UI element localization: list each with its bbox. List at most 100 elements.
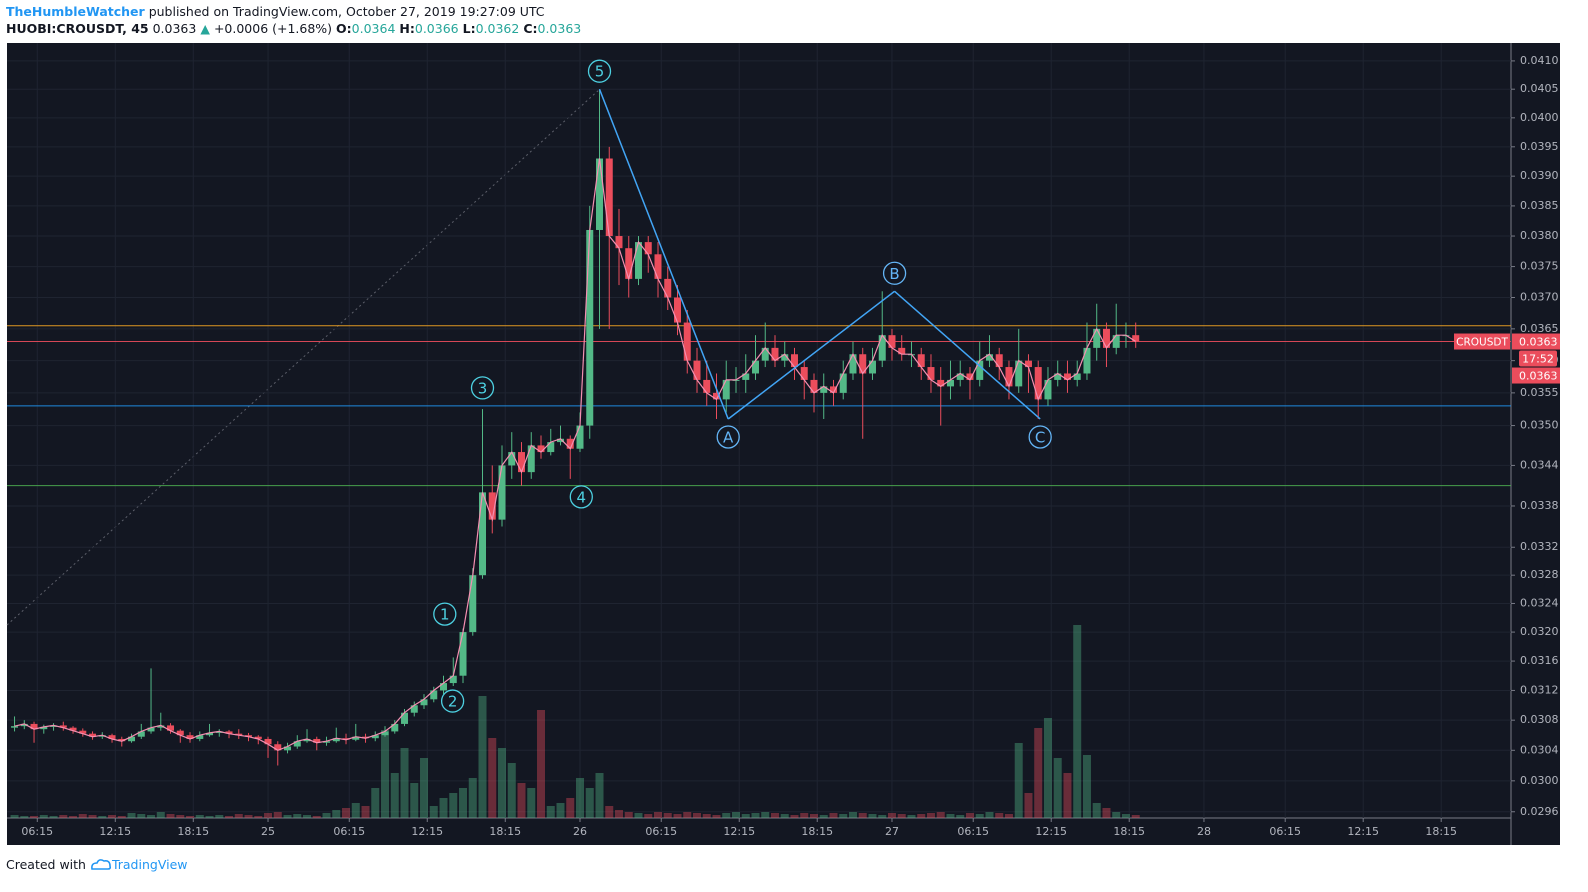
volume-bar <box>127 813 136 818</box>
y-tick-label: 0.0328 <box>1520 568 1559 581</box>
candle-body <box>284 746 292 751</box>
candle-body <box>352 736 360 740</box>
volume-bar <box>98 816 107 818</box>
volume-bar <box>254 816 263 818</box>
volume-bar <box>361 806 370 818</box>
candle-body <box>576 425 584 449</box>
published: published on TradingView.com, October 27… <box>148 4 545 19</box>
wave-label: 2 <box>448 693 458 711</box>
candle-body <box>332 738 340 742</box>
volume-bar <box>459 788 468 818</box>
volume-bar <box>878 815 887 818</box>
x-tick-label: 06:15 <box>645 825 677 838</box>
volume-bar <box>644 814 653 818</box>
wave-label: 4 <box>577 488 587 506</box>
candle-body <box>50 725 58 727</box>
candle-body <box>917 354 925 368</box>
y-tick-label: 0.0304 <box>1520 743 1559 756</box>
candle-body <box>634 242 642 279</box>
candle-body <box>946 379 954 387</box>
volume-bar <box>848 812 857 818</box>
volume-bar <box>527 788 536 818</box>
candle-body <box>1073 373 1081 380</box>
y-tick-label: 0.0324 <box>1520 596 1559 609</box>
wave-label: 1 <box>440 606 450 624</box>
candle-body <box>1102 328 1110 348</box>
candle-body <box>293 741 301 747</box>
candle-body <box>323 741 331 743</box>
volume-bar <box>1082 755 1091 818</box>
volume-bar <box>722 813 731 818</box>
candle-body <box>498 465 506 520</box>
h-label: H: <box>399 21 415 36</box>
y-tick-label: 0.0300 <box>1520 774 1559 787</box>
y-tick-label: 0.0344 <box>1520 458 1559 471</box>
candle-body <box>40 726 48 730</box>
volume-bar <box>332 810 341 818</box>
candle-body <box>557 438 565 443</box>
volume-bar <box>926 813 935 818</box>
candle-body <box>30 723 38 730</box>
candle-body <box>1063 373 1071 380</box>
candle-body <box>206 732 214 736</box>
volume-bar <box>809 814 818 818</box>
volume-bar <box>195 815 204 818</box>
volume-bar <box>381 730 390 818</box>
volume-bar <box>39 815 48 818</box>
volume-bar <box>234 814 243 818</box>
candle-body <box>469 575 477 633</box>
chart-background <box>7 43 1560 845</box>
brand[interactable]: TradingView <box>111 857 188 872</box>
volume-bar <box>166 814 175 818</box>
candle-body <box>976 360 984 380</box>
candle-body <box>615 236 623 249</box>
close: 0.0363 <box>537 21 582 36</box>
volume-bar <box>819 815 828 818</box>
candle-body <box>410 705 418 713</box>
y-tick-label: 0.0312 <box>1520 683 1559 696</box>
volume-bar <box>975 814 984 818</box>
wave-marker <box>1028 425 1052 449</box>
candle-body <box>254 736 262 739</box>
candle-body <box>59 725 67 728</box>
volume-bar <box>410 783 419 818</box>
candle-body <box>537 445 545 453</box>
symbol: HUOBI:CROUSDT, 45 <box>6 21 149 36</box>
candle-body <box>937 379 945 387</box>
trend-line <box>6 88 601 626</box>
candle-body <box>1083 347 1091 374</box>
volume-bar <box>488 738 497 818</box>
logo <box>91 859 111 870</box>
y-tick-label: 0.0395 <box>1520 140 1559 153</box>
low: 0.0362 <box>475 21 520 36</box>
volume-bar <box>117 816 126 818</box>
volume-bar <box>936 812 945 818</box>
volume-bar <box>1131 815 1140 818</box>
y-tick-label: 0.0400 <box>1520 111 1559 124</box>
candle-body <box>342 738 350 740</box>
x-tick-label: 18:15 <box>1113 825 1145 838</box>
l-label: L: <box>462 21 476 36</box>
candle-body <box>810 379 818 393</box>
candle-body <box>303 738 311 742</box>
author[interactable]: TheHumbleWatcher <box>6 4 145 19</box>
volume-bar <box>303 815 312 818</box>
y-tick-label: 0.0350 <box>1520 419 1559 432</box>
x-tick-label: 06:15 <box>21 825 53 838</box>
wave-marker <box>587 59 612 83</box>
candle-body <box>488 492 496 520</box>
candle-body <box>1054 373 1062 380</box>
candle-body <box>264 738 272 745</box>
candle-body <box>761 347 769 361</box>
volume-bar <box>69 816 78 818</box>
wave-marker <box>716 425 740 449</box>
candle-body <box>888 335 896 348</box>
candle-body <box>274 744 282 751</box>
candle-body <box>79 730 87 734</box>
candle-body <box>479 492 487 576</box>
volume-bar <box>137 814 146 818</box>
volume-bar <box>907 815 916 818</box>
candle-body <box>839 373 847 393</box>
candle-body <box>245 735 253 737</box>
